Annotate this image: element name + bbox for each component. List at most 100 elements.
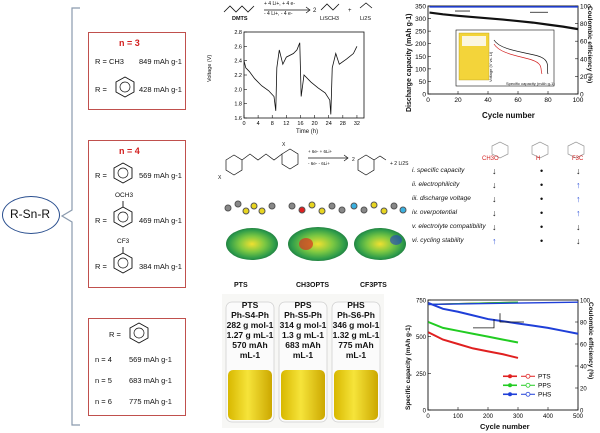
voltage-ytick-label: 2.2 [234,73,242,79]
cycle2-ylabel-right: Coulombic efficiency (%) [587,302,594,380]
vial2-formula: Ph-S5-Ph [284,310,322,321]
ch3opts-ballstick [288,201,346,215]
vial2-density: 1.3 g mL-1 [281,330,325,341]
cycle2-xtick-label: 0 [426,414,430,420]
voltage-ytick-label: 2.6 [234,44,242,50]
cycle2-ce-phs [428,301,579,306]
cycle1-ytick-label: 100 [415,66,426,73]
comparison-mark: ↓ [492,180,497,190]
cycle2-legend-label: PTS [538,373,551,380]
vial3-name: PHS [347,300,365,310]
reaction2-x-right: X [282,142,286,148]
reaction1-coef: 2 [313,8,317,14]
panel-n3-row2-r: R = [95,85,107,94]
comparison-mark: ↓ [492,166,497,176]
reaction1-plus: + [348,8,352,14]
cycle1-xtick-label: 100 [573,97,584,104]
comparison-header-f3c: F3C [572,156,584,162]
vial3-formula: Ph-S6-Ph [337,310,375,321]
comparison-header-ch3o: CH3O [482,156,499,162]
panel-n4-row3-val: 384 mAh g-1 [139,262,182,271]
cycle2-ytick-label: 750 [416,299,427,305]
comparison-mark: ↓ [492,194,497,204]
vial-label-2: PPS Ph-S5-Ph 314 g mol-1 1.3 g mL-1 683 … [277,300,329,360]
cycle1-ytick-label: 50 [419,79,427,86]
cycle2-ytick-right-label: 80 [580,321,587,327]
reaction2-coef: 2 [352,157,355,163]
vial1-name: PTS [241,300,259,310]
comparison-row-label: v. electrolyte compatibility [412,223,486,230]
cycle1-ylabel-left: Discharge capacity (mAh g-1) [406,13,413,112]
comparison-mark: ↑ [576,194,581,204]
cycle1-xtick-label: 60 [514,97,522,104]
vial3-cap: 775 mAh mL-1 [338,340,374,361]
comparison-header-h: H [536,156,541,162]
cycle1-ytick-label: 150 [415,54,426,61]
pts-esp-map [226,228,278,260]
panel-ph-r: R = [109,330,121,339]
panel-ph-row2-val: 683 mAh g-1 [129,376,172,385]
cycle2-ytick-right-label: 40 [580,365,587,371]
panel-n4-row2-sub: OCH3 [115,192,134,199]
cycle1-inset-curve [493,39,549,75]
pts-ballstick [224,200,276,215]
cycle2-ytick-right-label: 100 [580,299,591,305]
comparison-row-label: ii. electrophilicity [412,181,460,188]
cycle2-ytick-label: 0 [423,409,427,415]
vial1-density: 1.27 g mL-1 [226,330,274,341]
cycle-plot-2: 0 250 500 750 0 20 40 60 80 100 0 100 200 300 400 500 PT… [416,299,591,421]
voltage-xtick-label: 0 [242,121,245,127]
comparison-mark: ↓ [576,236,581,246]
cycle1-ytick-label: 350 [415,4,426,11]
voltage-xtick-label: 12 [283,121,289,127]
reaction1-li2s: Li2S [360,16,372,22]
panel-ph-row3-n: n = 6 [95,397,112,406]
comparison-mark: • [540,194,544,204]
benzene-icon [113,162,133,184]
brace-connector [60,7,80,426]
voltage-xtick-label: 32 [354,121,360,127]
panel-n3-row2-val: 428 mAh g-1 [139,85,182,94]
comparison-mark: • [540,236,544,246]
ch3opts-esp-map [288,227,348,261]
cycle1-ytick-right-label: 0 [580,92,584,99]
comparison-mark: ↓ [576,222,581,232]
panel-n3-row1-val: 849 mAh g-1 [139,57,182,66]
cycle1-capacity-line [429,11,579,31]
panel-ph-row1-n: n = 4 [95,355,112,364]
molecule-label-pts: PTS [234,282,248,289]
molecule-models [224,200,407,261]
core-ellipse [2,196,60,234]
vial2-name: PPS [294,300,312,310]
comparison-mark: • [540,208,544,218]
cycle2-xtick-label: 100 [453,414,464,420]
comparison-mark: • [540,180,544,190]
cycle2-ylabel-left: Specific capacity (mAh g-1) [405,325,412,410]
voltage-xtick-label: 28 [340,121,346,127]
cycle1-xtick-label: 20 [454,97,462,104]
cycle2-legend-marker [508,392,512,397]
voltage-curve [243,42,358,115]
reaction1-arrow-bottom: - 4 Li+, - 4 e- [264,11,293,17]
comparison-mark: ↓ [492,222,497,232]
vial-2 [278,301,328,423]
vial-label-3: PHS Ph-S6-Ph 346 g mol-1 1.32 g mL-1 775… [330,300,382,360]
cycle1-ylabel-right: Coulombic efficiency (%) [586,6,593,84]
cycle1-ytick-right-label: 20 [580,74,588,81]
comparison-row-label: iii. discharge voltage [412,195,471,202]
reaction2-scheme [225,148,387,176]
cycle2-axis-arrow-left [473,319,495,329]
cycle2-xtick-label: 500 [573,414,584,420]
trifluoromethylbenzene-icon [113,247,133,274]
cycle1-ytick-right-label: 60 [580,39,588,46]
voltage-ytick-label: 2.8 [234,30,242,36]
comparison-icons [491,141,585,159]
vial3-density: 1.32 g mL-1 [332,330,380,341]
comparison-row-label: vi. cycling stability [412,237,464,244]
comparison-table: i. specific capacity ↓ • ↓ ii. electrophilic… [412,166,600,258]
comparison-mark: ↓ [492,208,497,218]
voltage-plot-xlabel: Time (h) [296,129,319,135]
cycle2-ytick-label: 250 [416,372,427,378]
voltage-xtick-label: 24 [326,121,332,127]
